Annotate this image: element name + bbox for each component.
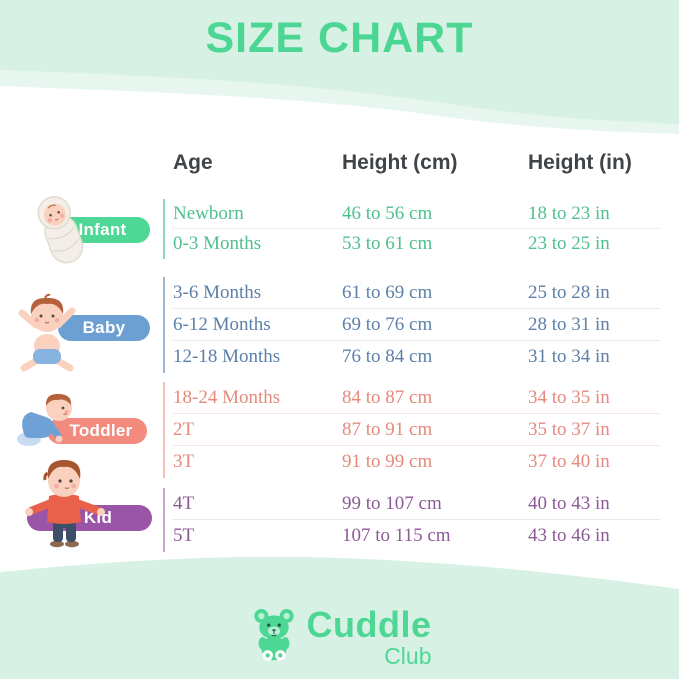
height-cm-cell: 46 to 56 cm bbox=[342, 203, 433, 224]
table-row: Newborn 46 to 56 cm 18 to 23 in bbox=[173, 199, 660, 229]
height-in-cell: 40 to 43 in bbox=[528, 493, 610, 514]
age-cell: 12-18 Months bbox=[173, 346, 281, 367]
age-cell: 5T bbox=[173, 525, 195, 546]
age-cell: 18-24 Months bbox=[173, 387, 281, 408]
height-cm-cell: 107 to 115 cm bbox=[342, 525, 451, 546]
age-cell: 2T bbox=[173, 419, 195, 440]
height-in-cell: 34 to 35 in bbox=[528, 387, 610, 408]
table-row: 3-6 Months 61 to 69 cm 25 to 28 in bbox=[173, 277, 660, 309]
toddler-pill: Toddler bbox=[47, 418, 147, 444]
table-row: 12-18 Months 76 to 84 cm 31 to 34 in bbox=[173, 341, 660, 373]
height-in-cell: 43 to 46 in bbox=[528, 525, 610, 546]
height-cm-cell: 53 to 61 cm bbox=[342, 233, 433, 254]
toddler-pill-label: Toddler bbox=[69, 421, 133, 440]
brand-name: Cuddle bbox=[306, 604, 432, 645]
age-cell: 3-6 Months bbox=[173, 282, 262, 303]
height-cm-cell: 69 to 76 cm bbox=[342, 314, 433, 335]
kid-row-group: 4T 99 to 107 cm 40 to 43 in 5T 107 to 11… bbox=[163, 488, 660, 552]
height-in-cell: 23 to 25 in bbox=[528, 233, 610, 254]
swaddled-baby-icon bbox=[37, 196, 84, 264]
height-cm-cell: 84 to 87 cm bbox=[342, 387, 433, 408]
table-row: 3T 91 to 99 cm 37 to 40 in bbox=[173, 446, 660, 478]
header-age: Age bbox=[173, 151, 213, 174]
header-height-cm: Height (cm) bbox=[342, 151, 458, 174]
teddy-bear-icon bbox=[253, 609, 294, 661]
sitting-baby-icon bbox=[18, 293, 76, 372]
table-row: 5T 107 to 115 cm 43 to 46 in bbox=[173, 520, 660, 552]
age-cell: 6-12 Months bbox=[173, 314, 271, 335]
height-in-cell: 31 to 34 in bbox=[528, 346, 610, 367]
height-in-cell: 37 to 40 in bbox=[528, 451, 610, 472]
page-title: SIZE CHART bbox=[205, 14, 474, 62]
height-in-cell: 28 to 31 in bbox=[528, 314, 610, 335]
table-row: 18-24 Months 84 to 87 cm 34 to 35 in bbox=[173, 382, 660, 414]
height-cm-cell: 61 to 69 cm bbox=[342, 282, 433, 303]
height-cm-cell: 91 to 99 cm bbox=[342, 451, 433, 472]
height-cm-cell: 99 to 107 cm bbox=[342, 493, 442, 514]
height-in-cell: 25 to 28 in bbox=[528, 282, 610, 303]
baby-pill: Baby bbox=[58, 315, 150, 341]
height-in-cell: 35 to 37 in bbox=[528, 419, 610, 440]
infant-pill-label: Infant bbox=[78, 220, 127, 239]
baby-row-group: 3-6 Months 61 to 69 cm 25 to 28 in 6-12 … bbox=[163, 277, 660, 373]
table-header-row: Age Height (cm) Height (in) bbox=[173, 151, 660, 175]
height-in-cell: 18 to 23 in bbox=[528, 203, 610, 224]
brand-subname: Club bbox=[384, 642, 432, 669]
table-row: 6-12 Months 69 to 76 cm 28 to 31 in bbox=[173, 309, 660, 341]
height-cm-cell: 76 to 84 cm bbox=[342, 346, 433, 367]
header-height-in: Height (in) bbox=[528, 151, 632, 174]
toddler-row-group: 18-24 Months 84 to 87 cm 34 to 35 in 2T … bbox=[163, 382, 660, 478]
standing-kid-icon bbox=[25, 460, 105, 548]
table-row: 0-3 Months 53 to 61 cm 23 to 25 in bbox=[173, 229, 660, 259]
age-cell: Newborn bbox=[173, 203, 244, 224]
height-cm-cell: 87 to 91 cm bbox=[342, 419, 433, 440]
brand-logo: Cuddle Club bbox=[0, 606, 679, 670]
age-cell: 0-3 Months bbox=[173, 233, 262, 254]
table-row: 2T 87 to 91 cm 35 to 37 in bbox=[173, 414, 660, 446]
baby-pill-label: Baby bbox=[82, 318, 126, 337]
age-cell: 4T bbox=[173, 493, 195, 514]
table-row: 4T 99 to 107 cm 40 to 43 in bbox=[173, 488, 660, 520]
age-cell: 3T bbox=[173, 451, 195, 472]
infant-row-group: Newborn 46 to 56 cm 18 to 23 in 0-3 Mont… bbox=[163, 199, 660, 259]
crawling-toddler-icon bbox=[17, 393, 72, 446]
